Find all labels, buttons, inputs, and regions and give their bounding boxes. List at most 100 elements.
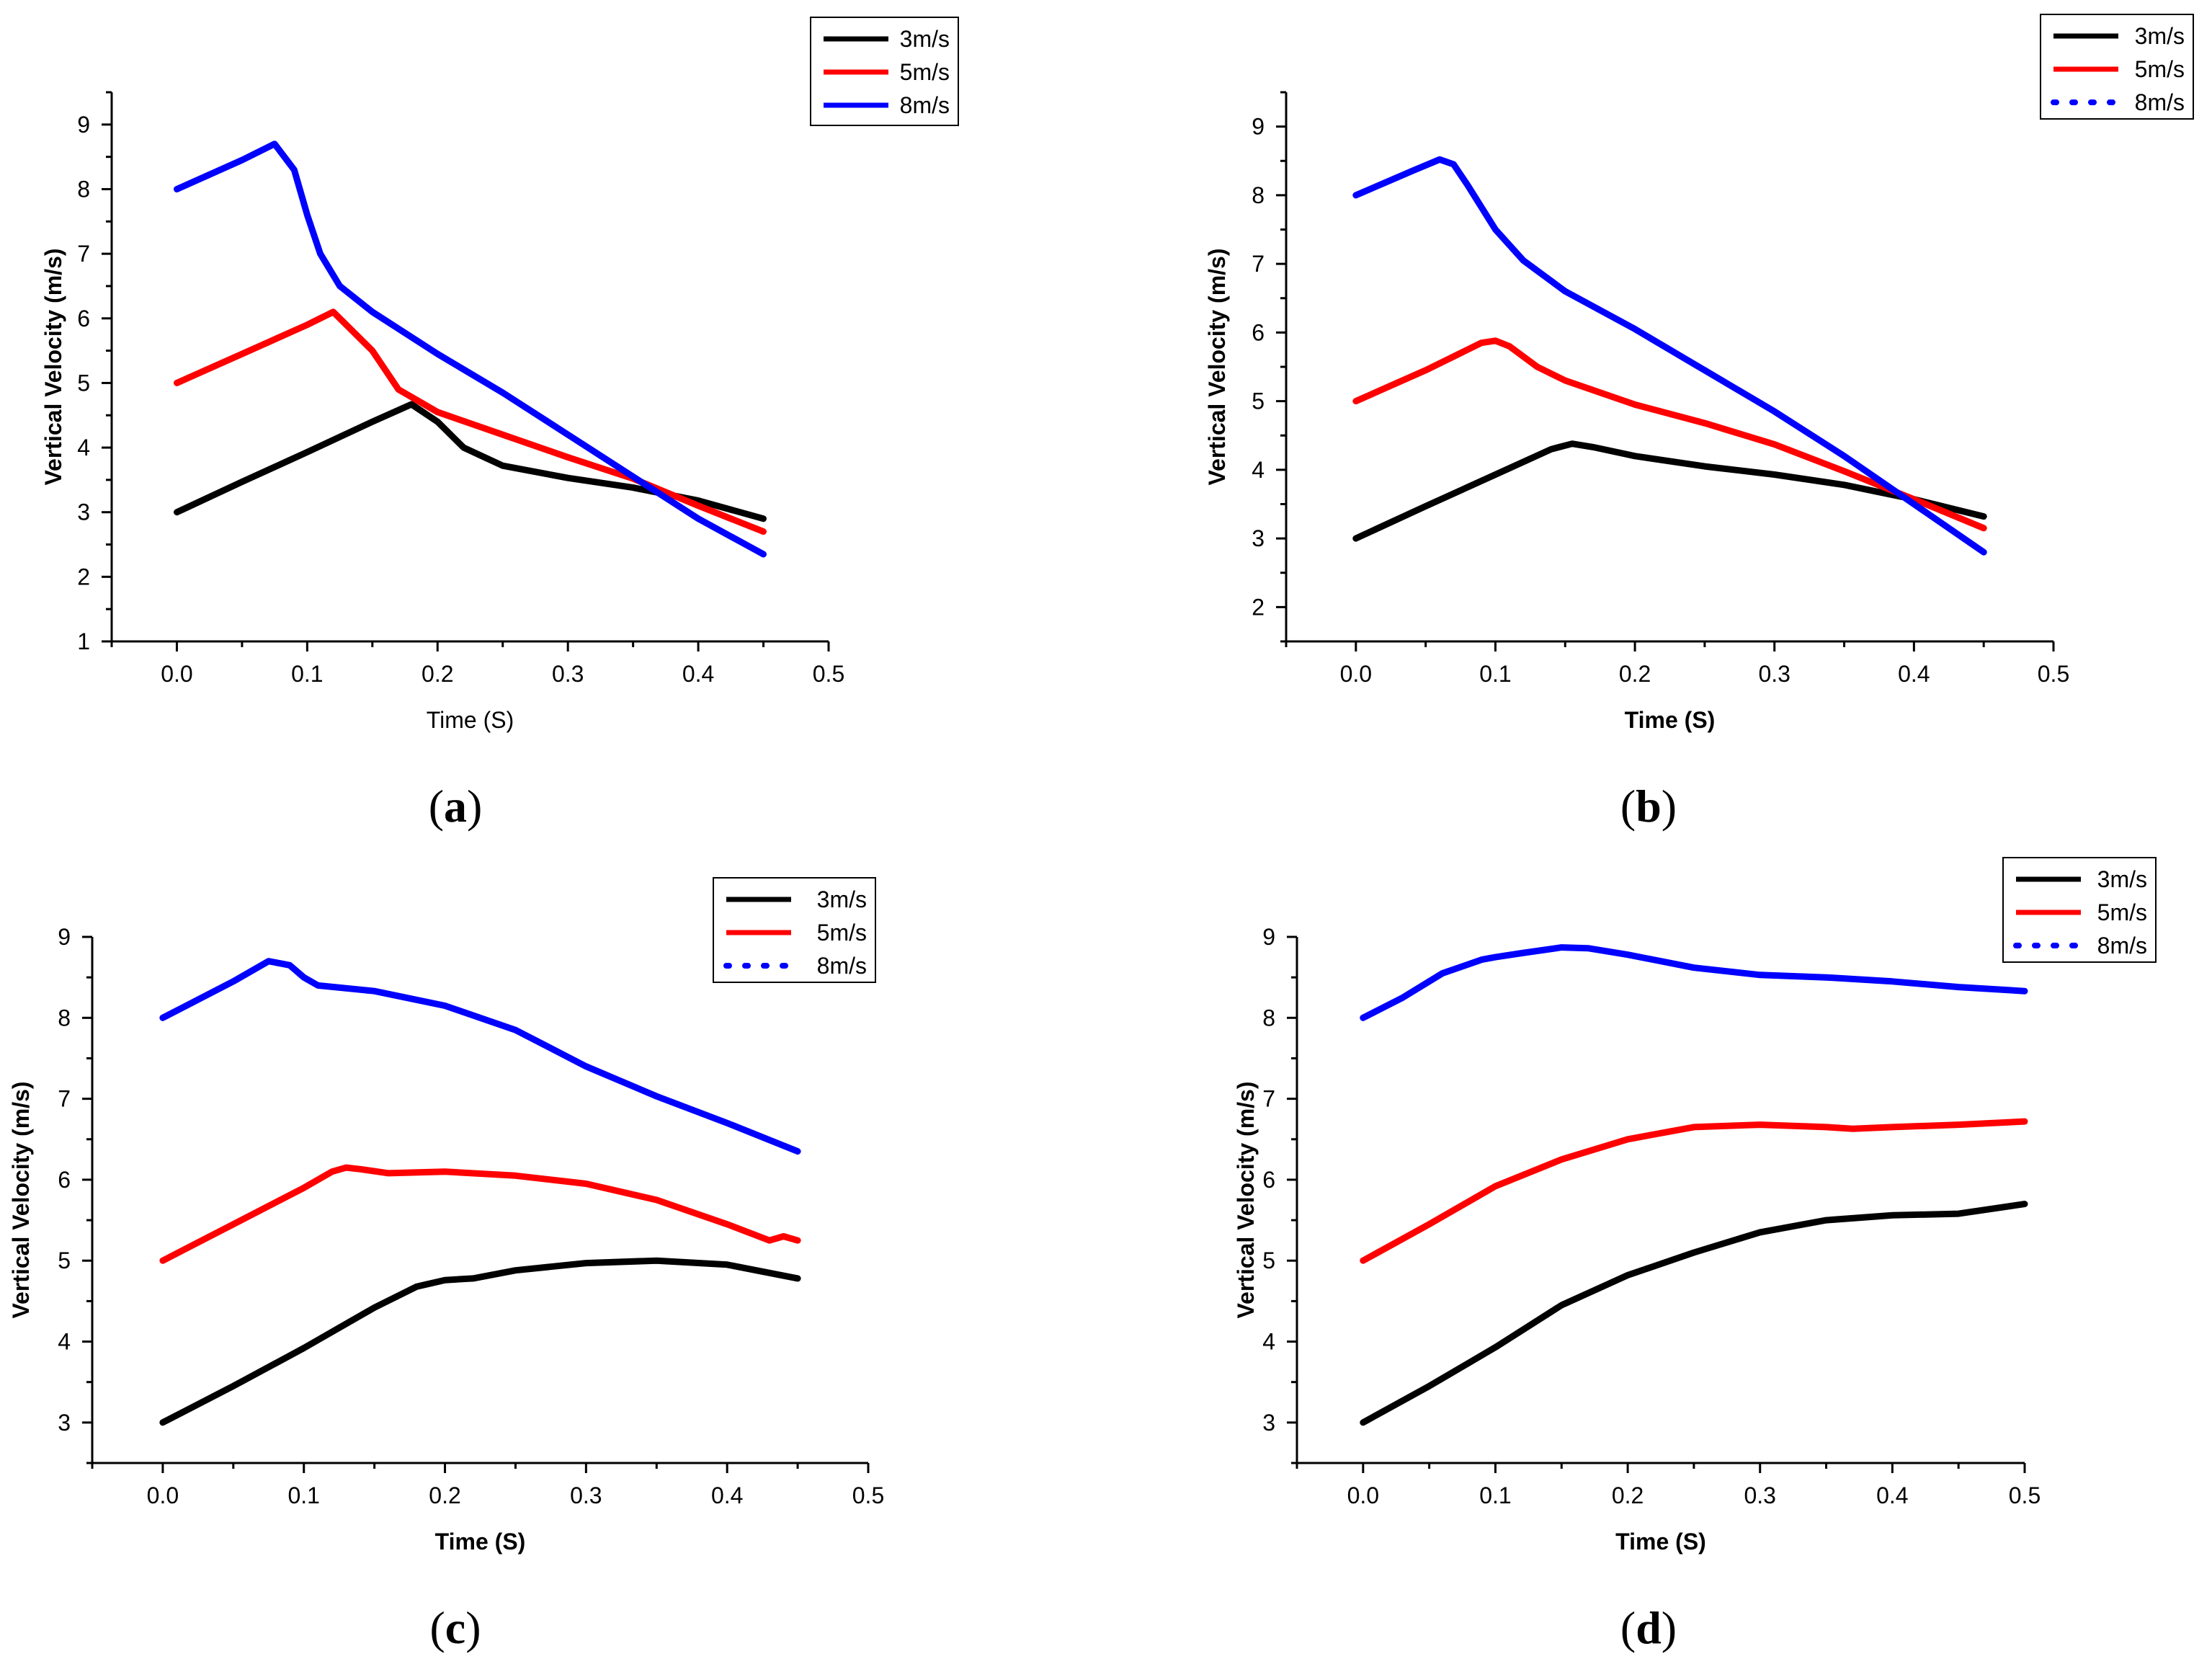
y-tick-label: 8 [77, 176, 90, 202]
y-tick-label: 3 [77, 499, 90, 525]
y-tick-label: 8 [1252, 182, 1265, 208]
caption-letter: b [1636, 781, 1662, 832]
x-tick-label: 0.4 [682, 661, 714, 687]
series-line-3m/s [159, 1257, 801, 1426]
x-tick-label: 0.1 [291, 661, 323, 687]
chart-panel-b: 0.0 0.1 0.2 0.3 0.4 0.5 2 3 4 5 6 7 8 9 Time (S) Vertic… [1204, 14, 2194, 832]
y-tick-label: 3 [1252, 525, 1265, 551]
caption-letter: d [1636, 1602, 1662, 1653]
caption-paren-close: ) [467, 781, 482, 832]
legend: 3m/s 5m/s 8m/s [2002, 857, 2157, 963]
legend-label: 8m/s [2097, 933, 2147, 959]
y-tick-label: 6 [1262, 1167, 1275, 1193]
x-tick-label: 0.1 [1479, 1482, 1511, 1508]
caption-letter: c [445, 1602, 465, 1653]
x-tick-label: 0.2 [422, 661, 453, 687]
chart-panel-c: 0.0 0.1 0.2 0.3 0.4 0.5 3 4 5 6 7 8 9 Time (S) Vertica… [8, 877, 884, 1653]
series-line-3m/s [1360, 1201, 2028, 1426]
chart-panel-d: 0.0 0.1 0.2 0.3 0.4 0.5 3 4 5 6 7 8 9 Time (S) Vertica… [1233, 857, 2157, 1653]
x-tick-label: 0.2 [1619, 661, 1651, 687]
legend-label: 8m/s [817, 953, 867, 979]
y-tick-label: 9 [1252, 114, 1265, 140]
y-tick-label: 3 [1262, 1410, 1275, 1436]
x-tick-label: 0.2 [429, 1482, 460, 1508]
y-axis-label: Vertical Velocity (m/s) [8, 1081, 34, 1318]
panel-caption: (d) [1620, 1602, 1677, 1653]
x-tick-label: 0.5 [2038, 661, 2069, 687]
x-tick-label: 0.4 [1898, 661, 1930, 687]
caption-letter: a [444, 781, 467, 832]
y-axis-label: Vertical Velocity (m/s) [1204, 248, 1230, 485]
y-tick-label: 9 [58, 924, 71, 950]
y-axis-label: Vertical Velocity (m/s) [1233, 1081, 1259, 1318]
y-tick-label: 6 [77, 306, 90, 332]
legend-label: 3m/s [2135, 23, 2185, 49]
y-tick-label: 2 [1252, 594, 1265, 620]
x-tick-label: 0.1 [1479, 661, 1511, 687]
legend: 3m/s 5m/s 8m/s [810, 17, 959, 126]
legend-label: 5m/s [2097, 899, 2147, 925]
series-line-8m/s [159, 958, 801, 1155]
y-tick-label: 2 [77, 564, 90, 590]
caption-paren-open: ( [429, 781, 444, 832]
legend-label: 5m/s [2135, 56, 2185, 82]
x-tick-label: 0.2 [1612, 1482, 1644, 1508]
series-line-5m/s [1352, 337, 1987, 532]
series-line-5m/s [174, 308, 767, 535]
x-tick-label: 0.3 [570, 1482, 602, 1508]
y-tick-label: 5 [77, 370, 90, 396]
series-line-8m/s [174, 141, 767, 558]
y-tick-label: 6 [58, 1167, 71, 1193]
series-line-8m/s [1352, 156, 1987, 556]
series-line-8m/s [1360, 944, 2028, 1021]
y-tick-label: 5 [58, 1248, 71, 1273]
panel-caption: (c) [429, 1602, 481, 1653]
caption-paren-close: ) [1662, 1602, 1677, 1653]
x-tick-label: 0.5 [2009, 1482, 2041, 1508]
legend-label: 3m/s [2097, 866, 2147, 892]
legend: 3m/s 5m/s 8m/s [713, 877, 876, 983]
x-tick-label: 0.4 [711, 1482, 743, 1508]
x-axis-label: Time (S) [1615, 1529, 1706, 1555]
series-line-3m/s [1352, 440, 1987, 542]
legend-label: 8m/s [900, 92, 950, 118]
x-tick-label: 0.5 [813, 661, 844, 687]
y-tick-label: 3 [58, 1410, 71, 1436]
y-tick-label: 8 [58, 1005, 71, 1031]
y-tick-label: 4 [1262, 1329, 1275, 1355]
legend: 3m/s 5m/s 8m/s [2040, 14, 2194, 120]
legend-label: 3m/s [817, 886, 867, 912]
series-line-5m/s [159, 1164, 801, 1264]
y-tick-label: 4 [1252, 457, 1265, 483]
x-axis-label: Time (S) [427, 707, 514, 733]
legend-label: 5m/s [817, 920, 867, 946]
x-tick-label: 0.3 [552, 661, 584, 687]
y-tick-label: 7 [1252, 251, 1265, 277]
caption-paren-open: ( [429, 1602, 445, 1653]
y-tick-label: 7 [58, 1086, 71, 1112]
y-tick-label: 1 [77, 628, 90, 654]
chart-panel-a: 0.0 0.1 0.2 0.3 0.4 0.5 1 2 3 4 5 6 7 8 9 Time (S) Verti… [40, 17, 959, 832]
x-tick-label: 0.3 [1744, 1482, 1775, 1508]
legend-label: 8m/s [2135, 89, 2185, 115]
y-tick-label: 7 [77, 241, 90, 267]
x-tick-label: 0.1 [287, 1482, 319, 1508]
x-axis-label: Time (S) [435, 1529, 526, 1555]
y-axis-label: Vertical Velocity (m/s) [40, 248, 66, 485]
y-tick-label: 4 [77, 435, 90, 461]
x-tick-label: 0.0 [147, 1482, 179, 1508]
legend-label: 5m/s [900, 59, 950, 85]
series-line-3m/s [174, 401, 767, 522]
caption-paren-open: ( [1620, 1602, 1636, 1653]
panel-caption: (b) [1620, 781, 1677, 832]
x-tick-label: 0.3 [1758, 661, 1790, 687]
legend-label: 3m/s [900, 26, 950, 52]
x-axis-label: Time (S) [1625, 707, 1716, 733]
y-tick-label: 6 [1252, 319, 1265, 345]
x-tick-label: 0.0 [1340, 661, 1372, 687]
y-tick-label: 7 [1262, 1086, 1275, 1112]
series-line-5m/s [1360, 1118, 2028, 1264]
y-tick-label: 5 [1252, 388, 1265, 414]
y-tick-label: 5 [1262, 1248, 1275, 1273]
y-tick-label: 4 [58, 1329, 71, 1355]
